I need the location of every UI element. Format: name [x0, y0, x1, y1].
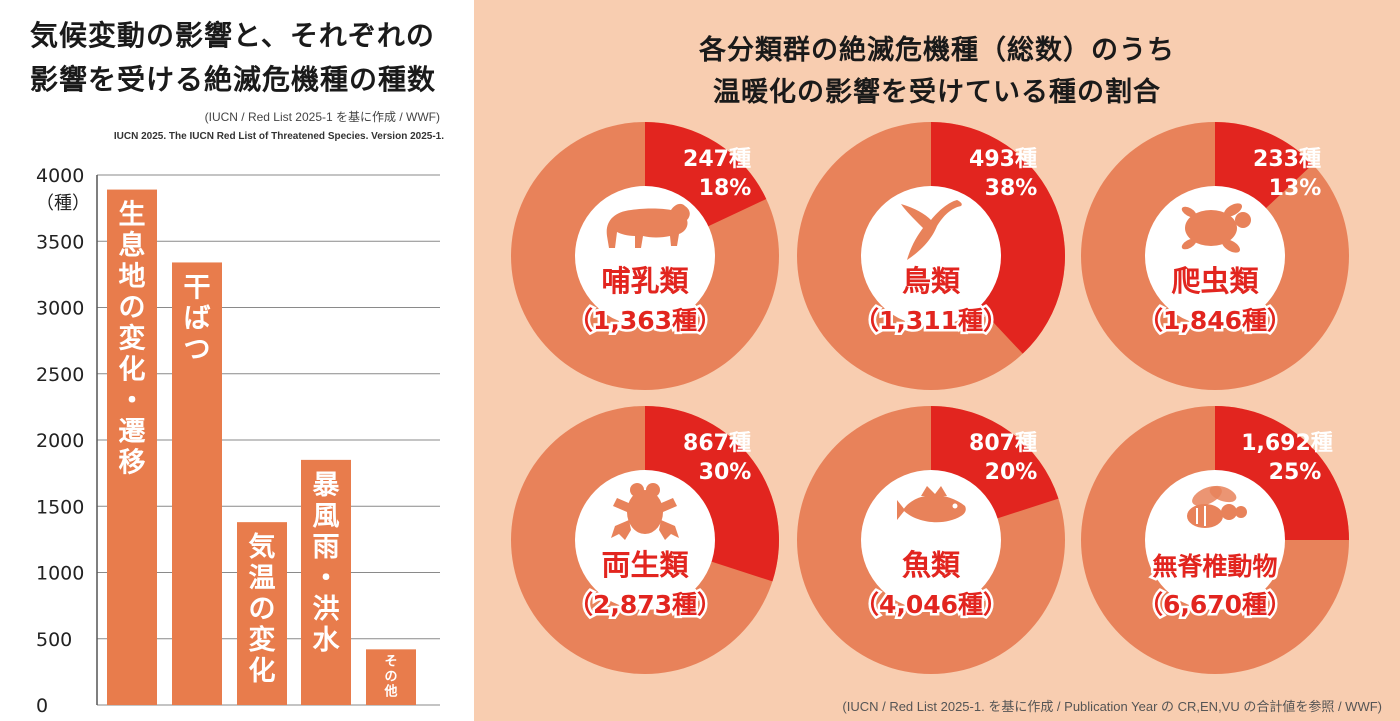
bar-category-label: 化: [119, 355, 146, 386]
y-tick-label: 2500: [36, 364, 84, 386]
bar: [237, 522, 287, 705]
bee-icon: [1187, 485, 1247, 528]
pie-center-circle: [861, 470, 1001, 610]
pie-percent-label: 18%: [699, 176, 752, 201]
pie-category-label: 両生類: [601, 548, 689, 582]
y-tick-label: 3500: [36, 231, 84, 253]
bar-category-label: ば: [184, 303, 211, 334]
pie-chart: 哺乳類 （1,363種） 247種 18%: [511, 122, 779, 390]
bar-category-label: 干: [184, 272, 211, 303]
pie-total-label: （6,670種）: [1138, 590, 1292, 619]
pie-chart: 魚類 （4,046種） 807種 20%: [797, 406, 1065, 674]
pie-center-circle: [1145, 470, 1285, 610]
bar-category-label: 息: [119, 230, 146, 262]
left-panel: 気候変動の影響と、それぞれの 影響を受ける絶滅危機種の種数 (IUCN / Re…: [0, 0, 474, 721]
pie-total-label: （1,311種）: [854, 306, 1008, 335]
pie-chart: 両生類 （2,873種） 867種 30%: [511, 406, 779, 674]
y-tick-label: 3000: [36, 298, 84, 320]
bar-category-label: つ: [184, 334, 211, 365]
bar-category-label: ・: [313, 563, 340, 594]
bar-category-label: 遷: [119, 417, 146, 448]
turtle-icon: [1181, 203, 1251, 253]
pie-chart: 爬虫類 （1,846種） 233種 13%: [1081, 122, 1349, 390]
pie-total-label: （4,046種）: [854, 590, 1008, 619]
y-tick-label: 4000: [36, 165, 84, 187]
pie-category-label: 爬虫類: [1171, 264, 1259, 298]
pie-percent-label: 20%: [985, 460, 1038, 485]
pie-charts: 哺乳類 （1,363種） 247種 18% 鳥類 （1,311種） 493種 38% 爬虫類 （1…: [511, 122, 1349, 674]
bar-category-label: 変: [249, 624, 276, 656]
bar-category-label: 洪: [313, 594, 340, 625]
pie-percent-label: 13%: [1269, 176, 1322, 201]
pie-value-label: 247種: [683, 147, 751, 172]
pie-value-label: 807種: [969, 431, 1037, 456]
pie-section-title-line1: 各分類群の絶滅危機種（総数）のうち: [699, 35, 1175, 66]
bar-chart-source-note: (IUCN / Red List 2025-1 を基に作成 / WWF): [204, 110, 440, 124]
bar-category-label: 温: [249, 563, 276, 594]
pie-percent-label: 38%: [985, 176, 1038, 201]
bar-category-label: の: [119, 293, 146, 324]
bar-category-label: 変: [119, 323, 146, 355]
pie-center-circle: [575, 470, 715, 610]
pie-value-label: 1,692種: [1241, 431, 1333, 456]
pie-category-label: 哺乳類: [601, 264, 689, 298]
pie-total-label: （2,873種）: [568, 590, 722, 619]
pie-category-label: 鳥類: [902, 264, 961, 298]
pie-value-label: 493種: [969, 147, 1037, 172]
bar-category-label: そ: [384, 654, 397, 669]
bar-category-label: 暴: [313, 470, 340, 501]
bar-category-label: 化: [249, 656, 276, 687]
pie-section-source-note: (IUCN / Red List 2025-1. を基に作成 / Publica…: [842, 699, 1382, 714]
bar-category-label: の: [384, 669, 397, 684]
y-tick-label: 1500: [36, 496, 84, 518]
pie-total-label: （1,846種）: [1138, 306, 1292, 335]
pie-category-label: 無脊椎動物: [1152, 552, 1277, 581]
bar-category-label: 地: [119, 262, 146, 293]
bar-category-label: 移: [119, 448, 146, 479]
bar-category-label: 他: [383, 683, 397, 699]
pie-value-label: 867種: [683, 431, 751, 456]
bird-icon: [901, 200, 962, 260]
bar: [366, 649, 416, 705]
bar: [107, 189, 157, 705]
bar-category-label: 水: [313, 625, 341, 656]
pie-center-circle: [1145, 186, 1285, 326]
right-panel: 各分類群の絶滅危機種（総数）のうち 温暖化の影響を受けている種の割合 哺乳類 （1…: [474, 0, 1400, 721]
bar-chart-title-line2: 影響を受ける絶滅危機種の種数: [30, 63, 437, 96]
bar-category-label: ・: [119, 386, 146, 417]
pie-category-label: 魚類: [902, 548, 961, 582]
pie-total-label: （1,363種）: [568, 306, 722, 335]
bear-icon: [606, 203, 690, 248]
fish-icon: [897, 486, 966, 523]
pie-section-title-line2: 温暖化の影響を受けている種の割合: [713, 77, 1161, 108]
pie-percent-label: 25%: [1269, 460, 1322, 485]
y-axis-label: （種）: [36, 193, 90, 214]
y-tick-label: 2000: [36, 430, 84, 452]
bar-category-label: 生: [119, 200, 146, 231]
pie-center-circle: [575, 186, 715, 326]
y-tick-label: 500: [36, 629, 72, 651]
bar-category-label: 雨: [313, 532, 340, 563]
pie-percent-label: 30%: [699, 460, 752, 485]
y-tick-label: 1000: [36, 563, 84, 585]
bar-chart-title-line1: 気候変動の影響と、それぞれの: [30, 19, 435, 52]
y-tick-label: 0: [36, 695, 48, 717]
bar-category-label: 風: [313, 501, 340, 532]
bar-category-label: 気: [249, 531, 276, 563]
bar: [301, 459, 351, 705]
bar-category-label: の: [249, 594, 276, 625]
frog-icon: [611, 483, 679, 540]
pie-chart: 鳥類 （1,311種） 493種 38%: [797, 122, 1065, 390]
pie-chart: 無脊椎動物 （6,670種） 1,692種 25%: [1081, 406, 1349, 674]
pie-value-label: 233種: [1253, 147, 1321, 172]
bar: [172, 262, 222, 705]
pie-center-circle: [861, 186, 1001, 326]
bar-chart-citation: IUCN 2025. The IUCN Red List of Threaten…: [113, 131, 444, 142]
